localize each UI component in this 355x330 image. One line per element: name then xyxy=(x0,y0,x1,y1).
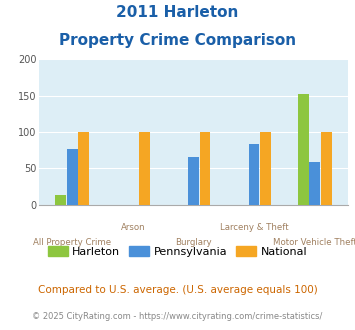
Text: Compared to U.S. average. (U.S. average equals 100): Compared to U.S. average. (U.S. average … xyxy=(38,285,317,295)
Bar xyxy=(248,144,260,205)
Text: Property Crime Comparison: Property Crime Comparison xyxy=(59,33,296,48)
Text: All Property Crime: All Property Crime xyxy=(33,238,111,247)
Text: Motor Vehicle Theft: Motor Vehicle Theft xyxy=(273,238,355,247)
Bar xyxy=(260,132,271,205)
Bar xyxy=(321,132,332,205)
Bar xyxy=(78,132,89,205)
Legend: Harleton, Pennsylvania, National: Harleton, Pennsylvania, National xyxy=(43,242,312,261)
Bar xyxy=(55,195,66,205)
Text: Burglary: Burglary xyxy=(175,238,212,247)
Text: Arson: Arson xyxy=(121,223,145,232)
Text: 2011 Harleton: 2011 Harleton xyxy=(116,5,239,20)
Bar xyxy=(188,157,199,205)
Bar xyxy=(67,149,78,205)
Text: © 2025 CityRating.com - https://www.cityrating.com/crime-statistics/: © 2025 CityRating.com - https://www.city… xyxy=(32,312,323,321)
Bar xyxy=(297,93,308,205)
Bar xyxy=(139,132,150,205)
Text: Larceny & Theft: Larceny & Theft xyxy=(220,223,288,232)
Bar xyxy=(200,132,211,205)
Bar xyxy=(309,162,320,205)
